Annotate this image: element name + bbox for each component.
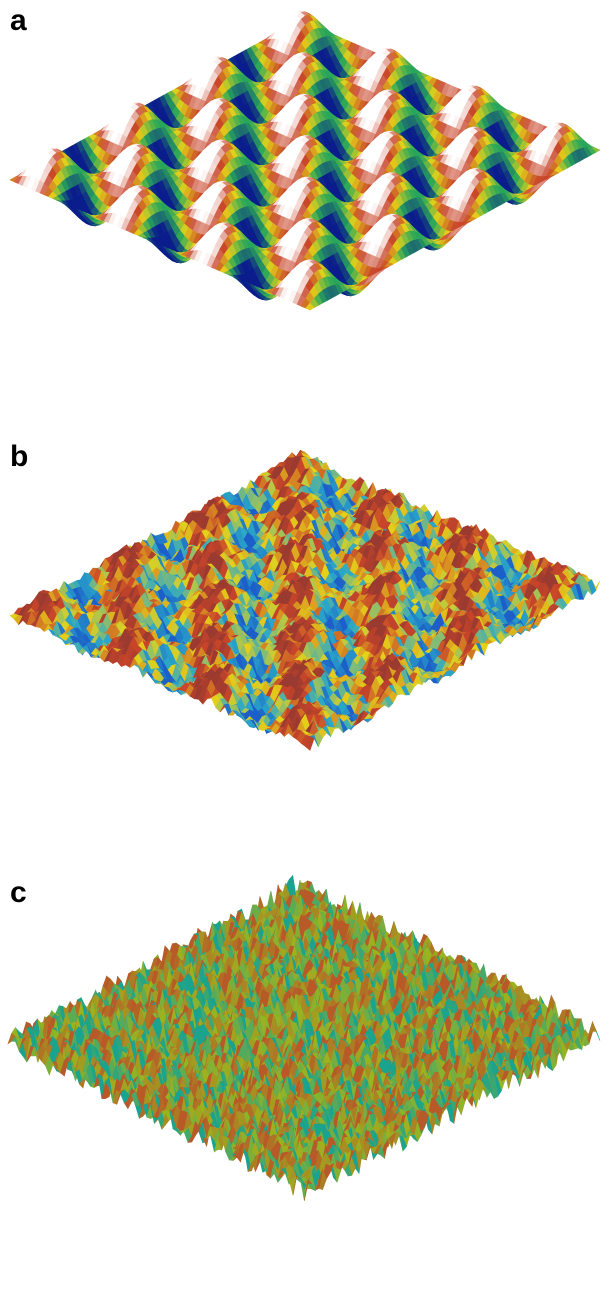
surface-mesh [9, 10, 601, 311]
surface-mesh [9, 449, 601, 751]
noise-surface-plot [7, 874, 601, 1201]
panel-label-a: a [10, 4, 27, 37]
panel-label-b: b [10, 440, 29, 473]
rough-surface-plot [9, 449, 601, 751]
panel-label-c: c [10, 876, 27, 909]
panel-b: b [0, 436, 613, 856]
surface-mesh [7, 874, 601, 1201]
panel-a: a [0, 0, 613, 420]
smooth-surface-plot [9, 10, 601, 311]
panel-c: c [0, 872, 613, 1299]
